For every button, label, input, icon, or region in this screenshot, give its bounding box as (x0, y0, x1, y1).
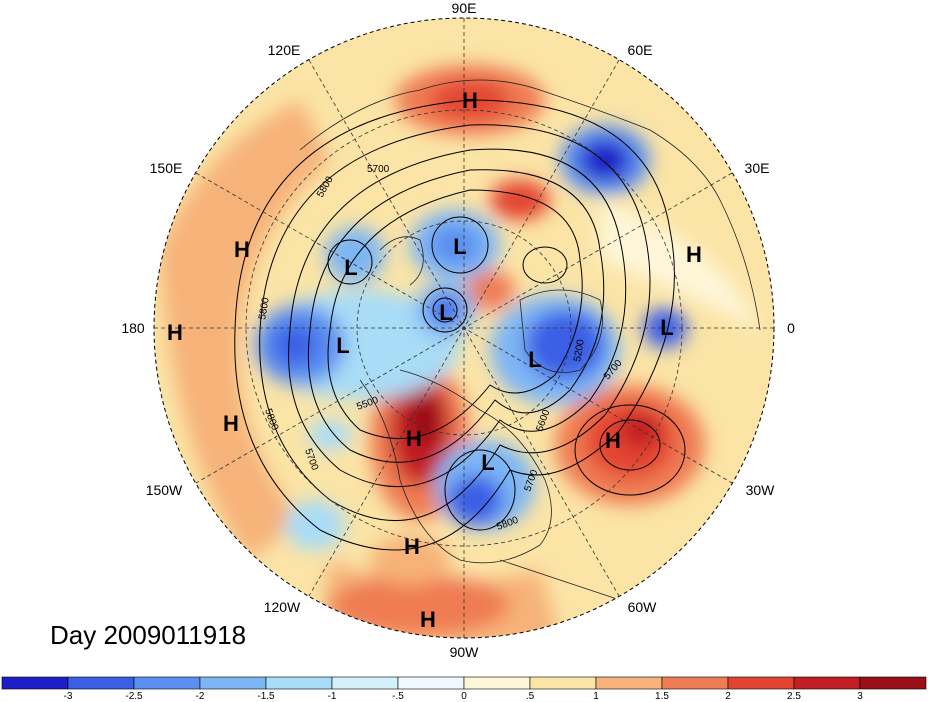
contour-label: 5200 (572, 338, 587, 362)
contour-label: 5800 (257, 296, 272, 320)
colorbar-tick-label: 0 (461, 691, 467, 702)
colorbar-swatch (661, 676, 729, 690)
colorbar-swatch (265, 676, 333, 690)
high-marker: H (404, 534, 420, 559)
lon-label-150w: 150W (146, 482, 183, 498)
low-marker: L (481, 450, 494, 475)
colorbar-tick-label: -.5 (392, 691, 404, 702)
colorbar-swatch (1, 676, 69, 690)
colorbar-swatch (67, 676, 135, 690)
colorbar-swatch (397, 676, 465, 690)
colorbar-tick-label: -1 (328, 691, 337, 702)
longitude-labels: 90E 60E 30E 0 30W 60W 90W 120W 150W 180 … (121, 0, 795, 660)
map-boundary (153, 17, 775, 639)
high-marker: H (420, 607, 436, 632)
high-marker: H (605, 428, 621, 453)
lon-label-120e: 120E (268, 42, 301, 58)
colorbar-swatch (595, 676, 663, 690)
colorbar-tick-label: 2 (725, 691, 731, 702)
colorbar-tick-label: -3 (64, 691, 73, 702)
low-marker: L (528, 347, 541, 372)
low-marker: L (336, 333, 349, 358)
pressure-centers: H H H H H H H H H L L L L L L L (167, 88, 702, 632)
plot-title: Day 2009011918 (50, 620, 247, 650)
colorbar-swatch (133, 676, 201, 690)
colorbar-tick-label: -2 (196, 691, 205, 702)
colorbar-swatch (859, 676, 927, 690)
colorbar-tick-label: -2.5 (125, 691, 143, 702)
colorbar-swatch (331, 676, 399, 690)
low-marker: L (344, 255, 357, 280)
colorbar-swatch (463, 676, 531, 690)
high-marker: H (167, 320, 183, 345)
lon-label-90e: 90E (452, 0, 477, 16)
low-marker: L (453, 234, 466, 259)
lon-label-180: 180 (121, 320, 145, 336)
lon-label-0: 0 (787, 320, 795, 336)
contour-label: 5700 (367, 164, 390, 175)
height-contours (234, 99, 686, 551)
low-marker: L (439, 300, 452, 325)
high-marker: H (234, 237, 250, 262)
colorbar-tick-label: -1.5 (257, 691, 275, 702)
lon-label-120w: 120W (264, 599, 301, 615)
colorbar-tick-label: 1 (593, 691, 599, 702)
colorbar-tick-label: 2.5 (787, 691, 801, 702)
colorbar-swatch (529, 676, 597, 690)
high-marker: H (462, 88, 478, 113)
lon-label-30w: 30W (746, 482, 776, 498)
colorbar-swatch (793, 676, 861, 690)
colorbar: -3 -2.5 -2 -1.5 -1 -.5 0 .5 1 1.5 2 2.5 3 (1, 676, 927, 702)
lon-label-150e: 150E (150, 160, 183, 176)
colorbar-tick-label: 1.5 (655, 691, 669, 702)
colorbar-swatch (199, 676, 267, 690)
lon-label-60e: 60E (628, 42, 653, 58)
graticule (154, 18, 774, 638)
lon-label-60w: 60W (628, 599, 658, 615)
high-marker: H (406, 426, 422, 451)
colorbar-swatch (727, 676, 795, 690)
high-marker: H (223, 411, 239, 436)
high-marker: H (686, 242, 702, 267)
lon-label-90w: 90W (450, 644, 480, 660)
low-marker: L (660, 315, 673, 340)
lon-label-30e: 30E (745, 160, 770, 176)
colorbar-tick-label: 3 (857, 691, 863, 702)
colorbar-tick-label: .5 (526, 691, 535, 702)
